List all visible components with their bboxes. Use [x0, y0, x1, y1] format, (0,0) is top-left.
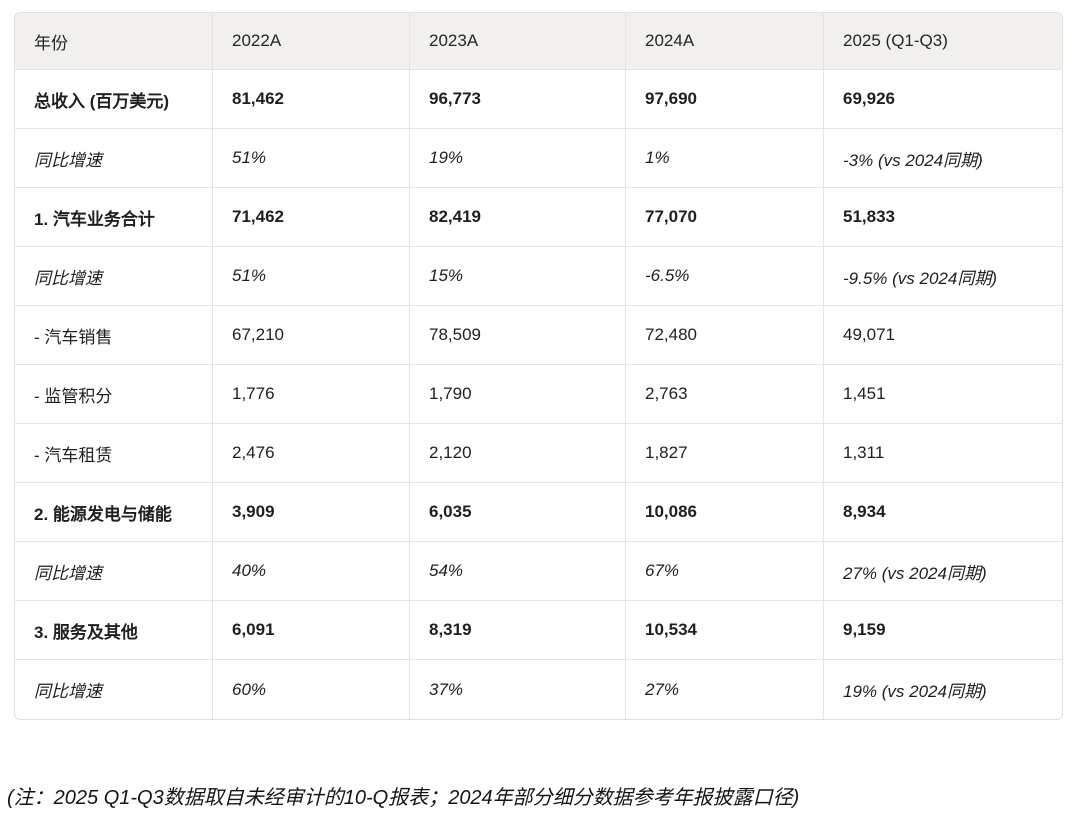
table-header: 年份 2022A 2023A 2024A 2025 (Q1-Q3): [15, 13, 1062, 70]
value-cell: 1%: [626, 129, 824, 188]
value-cell: 1,776: [213, 365, 410, 424]
table-row-energy-storage: 2. 能源发电与储能 3,909 6,035 10,086 8,934: [15, 483, 1062, 542]
value-cell: 97,690: [626, 70, 824, 129]
table-row-yoy-growth: 同比增速 51% 15% -6.5% -9.5% (vs 2024同期): [15, 247, 1062, 306]
value-cell: 78,509: [410, 306, 626, 365]
revenue-table-container: 年份 2022A 2023A 2024A 2025 (Q1-Q3) 总收入 (百…: [14, 12, 1063, 720]
row-label-cell: 同比增速: [15, 247, 213, 306]
value-cell: 10,086: [626, 483, 824, 542]
value-cell: -3% (vs 2024同期): [824, 129, 1062, 188]
column-header-2022a: 2022A: [213, 13, 410, 70]
value-cell: 8,934: [824, 483, 1062, 542]
value-cell: 6,035: [410, 483, 626, 542]
row-label-cell: 1. 汽车业务合计: [15, 188, 213, 247]
value-cell: 2,763: [626, 365, 824, 424]
row-label-cell: 总收入 (百万美元): [15, 70, 213, 129]
value-cell: 27%: [626, 660, 824, 719]
revenue-table: 年份 2022A 2023A 2024A 2025 (Q1-Q3) 总收入 (百…: [15, 13, 1062, 719]
value-cell: 67%: [626, 542, 824, 601]
row-label-cell: 3. 服务及其他: [15, 601, 213, 660]
table-body: 总收入 (百万美元) 81,462 96,773 97,690 69,926 同…: [15, 70, 1062, 719]
header-row: 年份 2022A 2023A 2024A 2025 (Q1-Q3): [15, 13, 1062, 70]
row-label-cell: 同比增速: [15, 542, 213, 601]
row-label-cell: 2. 能源发电与储能: [15, 483, 213, 542]
value-cell: 1,827: [626, 424, 824, 483]
value-cell: -9.5% (vs 2024同期): [824, 247, 1062, 306]
value-cell: 51%: [213, 129, 410, 188]
table-row-yoy-growth: 同比增速 60% 37% 27% 19% (vs 2024同期): [15, 660, 1062, 719]
value-cell: 54%: [410, 542, 626, 601]
value-cell: 27% (vs 2024同期): [824, 542, 1062, 601]
value-cell: 8,319: [410, 601, 626, 660]
value-cell: 67,210: [213, 306, 410, 365]
value-cell: 3,909: [213, 483, 410, 542]
footnote: (注：2025 Q1-Q3数据取自未经审计的10-Q报表；2024年部分细分数据…: [7, 787, 800, 809]
value-cell: 1,790: [410, 365, 626, 424]
row-label-cell: - 监管积分: [15, 365, 213, 424]
value-cell: 51,833: [824, 188, 1062, 247]
table-row-yoy-growth: 同比增速 40% 54% 67% 27% (vs 2024同期): [15, 542, 1062, 601]
column-header-year: 年份: [15, 13, 213, 70]
column-header-2024a: 2024A: [626, 13, 824, 70]
value-cell: 37%: [410, 660, 626, 719]
row-label-cell: - 汽车销售: [15, 306, 213, 365]
column-header-2025-q1-q3: 2025 (Q1-Q3): [824, 13, 1062, 70]
value-cell: 2,120: [410, 424, 626, 483]
table-row-auto-sales: - 汽车销售 67,210 78,509 72,480 49,071: [15, 306, 1062, 365]
row-label-cell: 同比增速: [15, 129, 213, 188]
value-cell: 77,070: [626, 188, 824, 247]
table-row-auto-leasing: - 汽车租赁 2,476 2,120 1,827 1,311: [15, 424, 1062, 483]
value-cell: 19% (vs 2024同期): [824, 660, 1062, 719]
value-cell: 82,419: [410, 188, 626, 247]
table-row-automotive-total: 1. 汽车业务合计 71,462 82,419 77,070 51,833: [15, 188, 1062, 247]
row-label-cell: 同比增速: [15, 660, 213, 719]
value-cell: 9,159: [824, 601, 1062, 660]
row-label-cell: - 汽车租赁: [15, 424, 213, 483]
table-row-total-revenue: 总收入 (百万美元) 81,462 96,773 97,690 69,926: [15, 70, 1062, 129]
value-cell: 15%: [410, 247, 626, 306]
value-cell: 72,480: [626, 306, 824, 365]
value-cell: 1,311: [824, 424, 1062, 483]
value-cell: 81,462: [213, 70, 410, 129]
column-header-2023a: 2023A: [410, 13, 626, 70]
table-row-services-other: 3. 服务及其他 6,091 8,319 10,534 9,159: [15, 601, 1062, 660]
value-cell: 10,534: [626, 601, 824, 660]
value-cell: 71,462: [213, 188, 410, 247]
value-cell: 40%: [213, 542, 410, 601]
table-row-regulatory-credits: - 监管积分 1,776 1,790 2,763 1,451: [15, 365, 1062, 424]
value-cell: -6.5%: [626, 247, 824, 306]
value-cell: 1,451: [824, 365, 1062, 424]
value-cell: 6,091: [213, 601, 410, 660]
value-cell: 96,773: [410, 70, 626, 129]
value-cell: 49,071: [824, 306, 1062, 365]
value-cell: 19%: [410, 129, 626, 188]
value-cell: 69,926: [824, 70, 1062, 129]
table-row-yoy-growth: 同比增速 51% 19% 1% -3% (vs 2024同期): [15, 129, 1062, 188]
value-cell: 60%: [213, 660, 410, 719]
value-cell: 2,476: [213, 424, 410, 483]
value-cell: 51%: [213, 247, 410, 306]
